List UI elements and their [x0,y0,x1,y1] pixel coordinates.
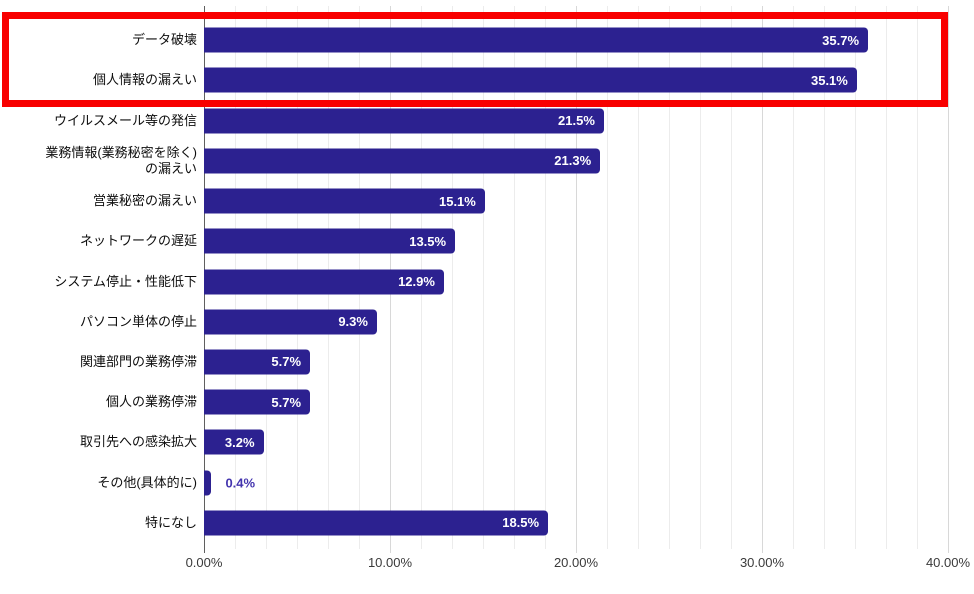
category-label: ネットワークの遅延 [79,233,197,249]
category-label: 関連部門の業務停滞 [79,353,197,369]
value-label: 9.3% [338,314,368,330]
x-tick-label: 20.00% [553,555,599,570]
bar: 21.5% [204,108,604,134]
category-label: データ破壊 [131,32,197,48]
bar-track: 18.5% [204,503,948,543]
bar-track: 12.9% [204,261,948,301]
bar: 5.7% [204,389,311,415]
bar-track: 0.4% [204,463,948,503]
value-label: 21.3% [554,153,592,169]
bar: 21.3% [204,148,601,174]
value-label: 21.5% [558,113,595,129]
category-label: 業務情報(業務秘密を除く) の漏えい [45,144,197,176]
bar-track: 21.5% [204,100,948,140]
category-label: ウイルスメール等の発信 [53,112,197,128]
bar-track: 3.2% [204,422,948,462]
value-label: 5.7% [271,394,302,410]
table-row: 業務情報(業務秘密を除く) の漏えい 21.3% [0,141,948,181]
bar-track: 13.5% [204,221,948,261]
bar: 15.1% [204,188,485,214]
table-row: 営業秘密の漏えい 15.1% [0,181,948,221]
bar: 13.5% [204,228,456,254]
bar-track: 15.1% [204,181,948,221]
bar-track: 9.3% [204,302,948,342]
table-row: ネットワークの遅延 13.5% [0,221,948,261]
category-label: 取引先への感染拡大 [79,434,197,450]
bars-layer: データ破壊 35.7% 個人情報の漏えい 35.1% ウイルスメール等の発信 21.5% 業… [0,20,948,543]
x-axis: 0.00% 10.00% 20.00% 30.00% 40.00% [186,555,970,573]
value-label: 13.5% [409,233,447,249]
x-tick-label: 40.00% [925,555,971,570]
category-label: 個人の業務停滞 [105,394,197,410]
bar-track: 21.3% [204,141,948,181]
table-row: データ破壊 35.7% [0,20,948,60]
bar [204,470,212,496]
category-label: パソコン単体の停止 [79,313,197,329]
bar-track: 35.7% [204,20,948,60]
value-label: 18.5% [502,515,540,531]
bar: 35.7% [204,27,869,53]
value-label: 3.2% [224,434,255,450]
value-label: 0.4% [225,475,256,491]
table-row: ウイルスメール等の発信 21.5% [0,100,948,140]
value-label: 35.1% [810,72,848,88]
table-row: 関連部門の業務停滞 5.7% [0,342,948,382]
highlight-rectangle [2,12,948,107]
bar: 18.5% [204,510,549,536]
category-label: その他(具体的に) [97,474,197,490]
bar: 35.1% [204,67,857,93]
bar: 12.9% [204,269,444,295]
value-label: 15.1% [438,193,476,209]
table-row: 個人の業務停滞 5.7% [0,382,948,422]
value-label: 35.7% [822,32,860,48]
table-row: 個人情報の漏えい 35.1% [0,60,948,100]
bar: 9.3% [204,309,377,335]
x-tick-label: 0.00% [185,555,223,570]
x-tick-label: 30.00% [739,555,785,570]
table-row: パソコン単体の停止 9.3% [0,302,948,342]
major-gridline [948,6,949,553]
value-label: 5.7% [271,354,302,370]
category-label: システム停止・性能低下 [54,273,197,289]
table-row: その他(具体的に) 0.4% [0,463,948,503]
bar-track: 35.1% [204,60,948,100]
table-row: システム停止・性能低下 12.9% [0,261,948,301]
bar-track: 5.7% [204,382,948,422]
bar: 3.2% [204,429,264,455]
x-tick-label: 10.00% [367,555,413,570]
category-label: 個人情報の漏えい [92,72,197,88]
value-label: 12.9% [398,274,435,290]
category-label: 営業秘密の漏えい [92,193,197,209]
category-label: 特になし [144,514,197,530]
bar-track: 5.7% [204,342,948,382]
table-row: 特になし 18.5% [0,503,948,543]
bar: 5.7% [204,349,311,375]
table-row: 取引先への感染拡大 3.2% [0,422,948,462]
